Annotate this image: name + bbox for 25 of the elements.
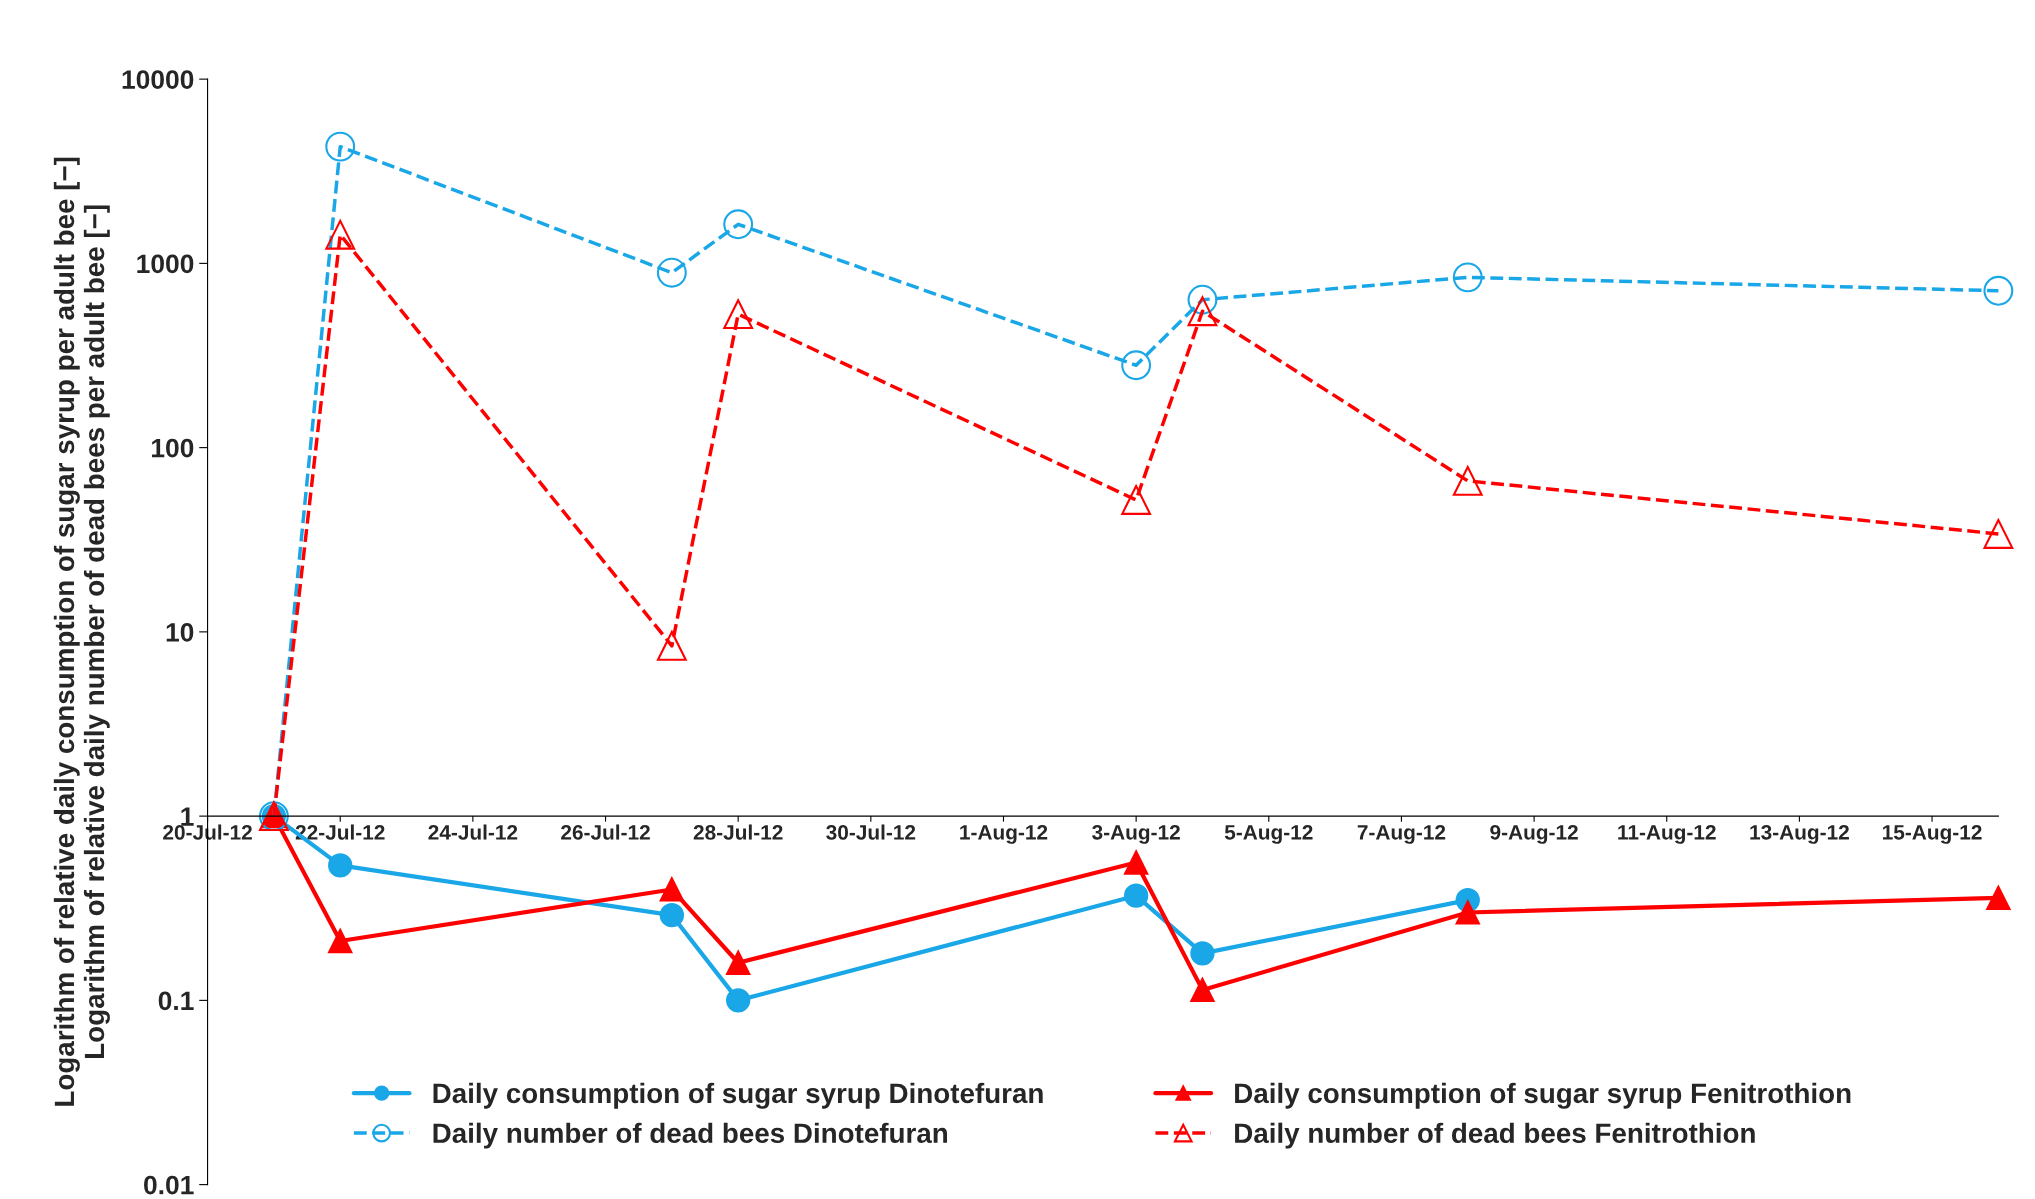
x-tick-label: 13-Aug-12 (1750, 824, 1849, 844)
x-tick-label: 11-Aug-12 (1618, 824, 1716, 844)
legend-label: Daily consumption of sugar syrup Dinotefuran (433, 1082, 1043, 1109)
y-tick-label: 10 (166, 623, 194, 642)
y-tick-label: 10000 (122, 70, 194, 89)
y-tick-label: 0.1 (158, 991, 194, 1011)
y-tick-label: 1 (181, 807, 194, 826)
x-tick-label: 7-Aug-12 (1357, 824, 1446, 844)
legend-label: Daily number of dead bees Dinotefuran (433, 1122, 948, 1149)
x-tick-label: 9-Aug-12 (1490, 824, 1578, 844)
legend-label: Daily consumption of sugar syrup Fenitrothion (1235, 1082, 1851, 1109)
x-tick-label: 3-Aug-12 (1092, 824, 1180, 844)
x-tick-label: 26-Jul-12 (561, 824, 650, 840)
x-tick-label: 24-Jul-12 (428, 824, 518, 840)
x-tick-label: 15-Aug-12 (1883, 824, 1982, 844)
y-tick-label: 100 (152, 438, 194, 458)
y-tick-label: 0.01 (144, 1175, 194, 1195)
x-tick-label: 22-Jul-12 (295, 824, 385, 840)
x-tick-label: 28-Jul-12 (693, 824, 783, 840)
y-axis-title: Logarithm of relative daily consumption of sugar syrup per adult bee [−] Logarithm of relative daily number of dead bees per adult bee [−] (53, 157, 110, 1106)
x-tick-label: 30-Jul-12 (826, 824, 916, 840)
legend-label: Daily number of dead bees Fenitrothion (1235, 1122, 1755, 1149)
x-tick-label: 5-Aug-12 (1224, 824, 1313, 844)
y-tick-label: 1000 (137, 254, 194, 274)
x-tick-label: 1-Aug-12 (960, 824, 1048, 844)
